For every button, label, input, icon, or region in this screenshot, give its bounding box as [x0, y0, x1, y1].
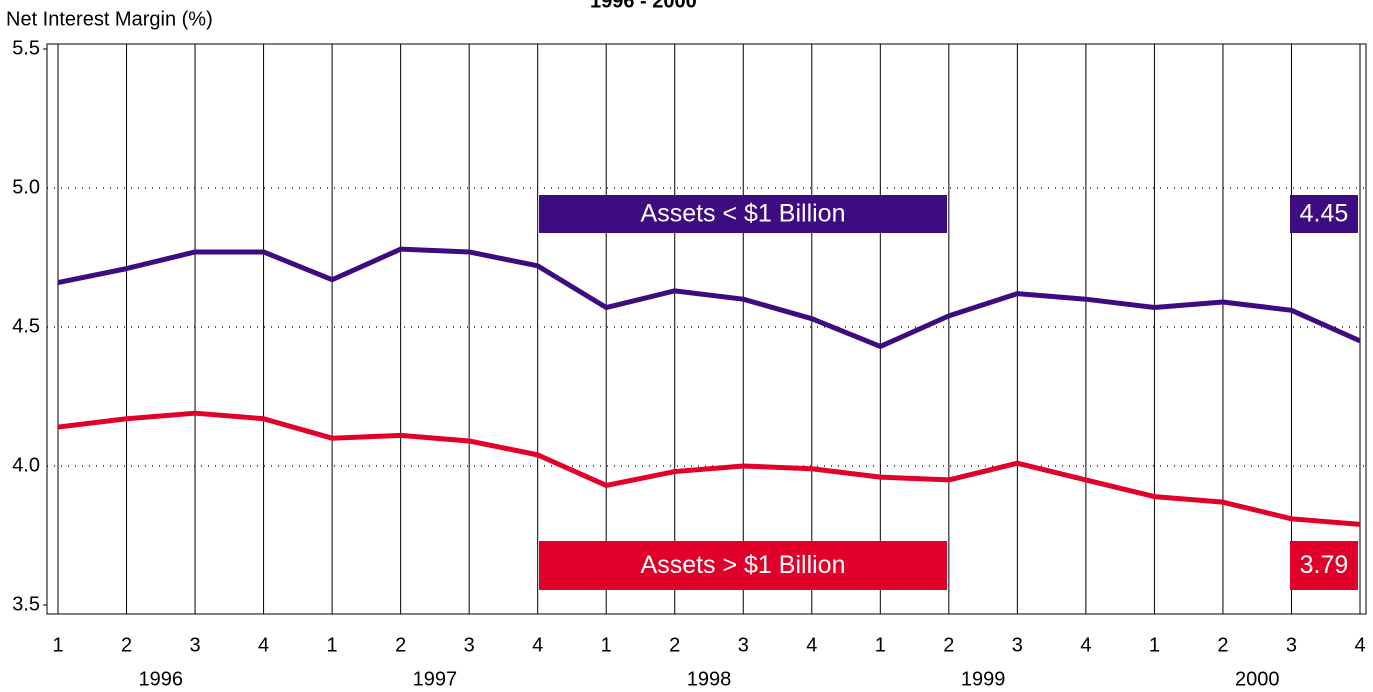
y-tick-label: 4.5: [12, 315, 40, 337]
x-tick-label: 2: [121, 634, 132, 656]
x-tick-label: 1: [52, 634, 63, 656]
end-label-box: [1290, 195, 1358, 233]
x-tick-label: 1: [1149, 634, 1160, 656]
y-axis-label: Net Interest Margin (%): [6, 8, 213, 30]
series-line: [57, 410, 1361, 527]
year-label: 2000: [1235, 668, 1280, 690]
legend-label: Assets > $1 Billion: [641, 551, 846, 579]
year-label: 1998: [687, 668, 732, 690]
x-tick-label: 3: [1286, 634, 1297, 656]
chart-title: 1996 - 2000: [590, 0, 697, 12]
end-value-label: 3.79: [1300, 551, 1349, 579]
plot-frame: [46, 43, 1367, 615]
x-tick-label: 2: [1217, 634, 1228, 656]
x-tick-label: 3: [1012, 634, 1023, 656]
y-tick-label: 5.5: [12, 37, 40, 59]
x-tick-label: 1: [875, 634, 886, 656]
x-tick-label: 2: [669, 634, 680, 656]
x-tick-label: 4: [1354, 634, 1365, 656]
y-tick-label: 5.0: [12, 176, 40, 198]
y-tick-label: 3.5: [12, 593, 40, 615]
x-tick-label: 2: [395, 634, 406, 656]
year-label: 1997: [413, 668, 458, 690]
year-label: 1996: [139, 668, 184, 690]
y-tick-label: 4.0: [12, 454, 40, 476]
end-label-box: [1290, 541, 1358, 590]
x-tick-label: 4: [806, 634, 817, 656]
x-tick-label: 4: [1080, 634, 1091, 656]
x-tick-label: 4: [258, 634, 269, 656]
x-tick-label: 4: [532, 634, 543, 656]
legend-box: [539, 195, 947, 233]
x-tick-label: 1: [601, 634, 612, 656]
series-line: [57, 246, 1362, 349]
year-label: 1999: [961, 668, 1006, 690]
x-tick-label: 1: [327, 634, 338, 656]
x-tick-label: 3: [464, 634, 475, 656]
legend-label: Assets < $1 Billion: [641, 200, 846, 228]
x-tick-label: 3: [189, 634, 200, 656]
end-value-label: 4.45: [1300, 200, 1349, 228]
legend-box: [539, 541, 947, 590]
x-tick-label: 3: [738, 634, 749, 656]
x-tick-label: 2: [943, 634, 954, 656]
